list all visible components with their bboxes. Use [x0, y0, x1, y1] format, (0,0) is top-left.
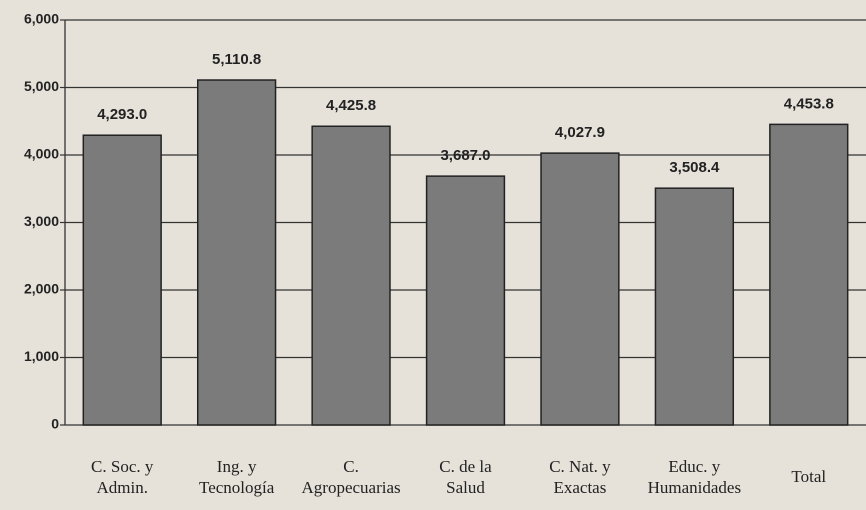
bar	[196, 79, 277, 426]
y-tick-label: 6,000	[24, 11, 59, 27]
x-tick-label: C. de la Salud	[439, 457, 492, 497]
data-label: 4,425.8	[326, 97, 376, 114]
data-label: 4,453.8	[784, 95, 834, 112]
x-tick-label: Total	[791, 467, 826, 486]
y-tick-label: 3,000	[24, 213, 59, 229]
x-tick-label: C. Soc. y Admin.	[91, 457, 154, 497]
y-tick-label: 2,000	[24, 281, 59, 297]
data-label: 4,027.9	[555, 124, 605, 141]
x-tick-label: C. Agropecuarias	[302, 457, 401, 497]
y-tick-label: 5,000	[24, 78, 59, 94]
x-tick-label: Ing. y Tecnología	[199, 457, 275, 497]
bar	[82, 134, 162, 426]
y-tick-label: 0	[51, 416, 59, 432]
data-label: 3,508.4	[669, 159, 720, 176]
y-tick-label: 4,000	[24, 146, 59, 162]
data-label: 5,110.8	[212, 51, 261, 68]
x-tick-label: C. Nat. y Exactas	[549, 457, 611, 497]
bar	[311, 125, 391, 426]
bar	[425, 175, 506, 426]
data-label: 4,293.0	[97, 106, 147, 123]
y-tick-label: 1,000	[24, 348, 59, 364]
bar	[540, 152, 620, 426]
bar	[654, 187, 735, 426]
bar	[769, 123, 849, 426]
data-label: 3,687.0	[440, 147, 490, 164]
x-tick-label: Educ. y Humanidades	[648, 457, 741, 497]
